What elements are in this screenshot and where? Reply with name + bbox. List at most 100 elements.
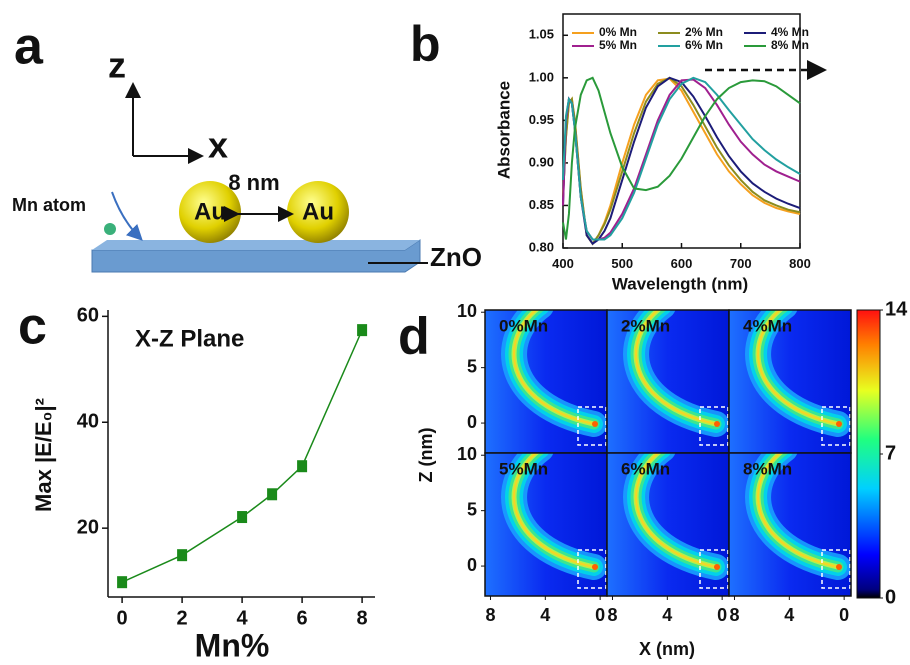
field-band [635, 310, 717, 425]
distance-label: 8 nm [228, 170, 279, 195]
field-map [728, 452, 852, 597]
panel-title: 0%Mn [499, 316, 548, 335]
x-tick-label: 400 [552, 256, 574, 271]
marker [297, 460, 308, 473]
x-tick-label: 8 [485, 605, 495, 625]
panel-label: b [410, 16, 441, 72]
y-axis-label: Z (nm) [416, 428, 436, 483]
field-band [513, 453, 595, 568]
y-tick-label: 0.85 [529, 197, 554, 212]
x-tick-label: 0 [595, 605, 605, 625]
field-band [757, 453, 839, 568]
x-axis-label: Mn% [195, 627, 270, 663]
particle [179, 181, 241, 243]
gap-box [821, 549, 851, 589]
field-map [606, 309, 730, 454]
colorbar-label: 0 [885, 586, 896, 608]
field-band [635, 453, 717, 568]
y-axis-label: Absorbance [494, 81, 513, 179]
series-line [562, 76, 801, 240]
gap-box [699, 406, 729, 446]
gap-box [699, 549, 729, 589]
marker [357, 324, 368, 337]
hot-spot [836, 564, 842, 570]
y-axis-label: Max |E/E₀|² [31, 398, 56, 512]
field-band [757, 310, 839, 425]
particle-label: Au [302, 198, 334, 225]
y-tick-label: 1.00 [529, 69, 554, 84]
y-tick-label: 0 [467, 412, 477, 432]
hot-spot [714, 421, 720, 427]
schematic: a z x Au Au 8 nm Mn atom ZnO [12, 18, 482, 273]
gap-box [821, 406, 851, 446]
x-tick-label: 2 [177, 607, 188, 629]
y-tick-label: 60 [77, 305, 99, 327]
hot-spot [592, 564, 598, 570]
legend-label: 8% Mn [771, 38, 809, 52]
field-image [607, 453, 729, 596]
y-tick-label: 0 [467, 555, 477, 575]
marker [237, 511, 248, 524]
panel-title: 8%Mn [743, 459, 792, 478]
x-axis-label: Wavelength (nm) [612, 274, 748, 293]
x-tick-label: 4 [540, 605, 550, 625]
y-tick-label: 10 [457, 444, 477, 464]
field-image [729, 310, 851, 453]
field-image [729, 453, 851, 596]
series-line [121, 329, 363, 583]
y-tick-label: 40 [77, 411, 99, 433]
panel-label: c [18, 298, 47, 356]
panel-title: 6%Mn [621, 459, 670, 478]
series-line [562, 76, 801, 246]
colorbar-label: 14 [885, 298, 908, 320]
y-tick-label: 10 [457, 301, 477, 321]
x-tick-label: 4 [237, 607, 249, 629]
y-tick-label: 0.80 [529, 239, 554, 254]
x-tick-label: 600 [671, 256, 693, 271]
x-tick-label: 4 [784, 605, 794, 625]
colorbar-label: 7 [885, 442, 896, 464]
gap-box [577, 549, 607, 589]
hot-spot [592, 421, 598, 427]
x-tick-label: 0 [117, 607, 128, 629]
legend-label: 2% Mn [685, 25, 723, 39]
panel-frame [728, 452, 852, 597]
marker [177, 549, 188, 562]
x-tick-label: 8 [729, 605, 739, 625]
panel-title: 5%Mn [499, 459, 548, 478]
field-image [485, 310, 607, 453]
x-tick-label: 4 [662, 605, 672, 625]
x-tick-label: 0 [717, 605, 727, 625]
colorbar [856, 309, 881, 599]
axis-name: x [208, 125, 228, 166]
x-tick-label: 500 [611, 256, 633, 271]
particle [287, 181, 349, 243]
panel-label: a [14, 18, 44, 76]
field-image [607, 310, 729, 453]
y-tick-label: 1.05 [529, 27, 554, 42]
axis-name: z [108, 45, 126, 86]
legend-label: 5% Mn [599, 38, 637, 52]
atom-arrow [111, 191, 143, 241]
field-band [513, 310, 595, 425]
series-line [562, 77, 801, 246]
field-map [484, 309, 608, 454]
y-tick-label: 5 [467, 499, 477, 519]
x-tick-label: 8 [607, 605, 617, 625]
panel-title: 4%Mn [743, 316, 792, 335]
y-tick-label: 0.95 [529, 112, 554, 127]
hot-spot [714, 564, 720, 570]
x-tick-label: 6 [297, 607, 308, 629]
x-tick-label: 800 [789, 256, 811, 271]
legend-label: 6% Mn [685, 38, 723, 52]
x-tick-label: 0 [839, 605, 849, 625]
x-axis-label: X (nm) [639, 639, 695, 659]
panel-label: d [398, 308, 430, 366]
field-image [485, 453, 607, 596]
x-tick-label: 700 [730, 256, 752, 271]
atom-label: Mn atom [12, 195, 86, 215]
series-line [562, 76, 801, 241]
particle-label: Au [194, 198, 226, 225]
legend-label: 4% Mn [771, 25, 809, 39]
